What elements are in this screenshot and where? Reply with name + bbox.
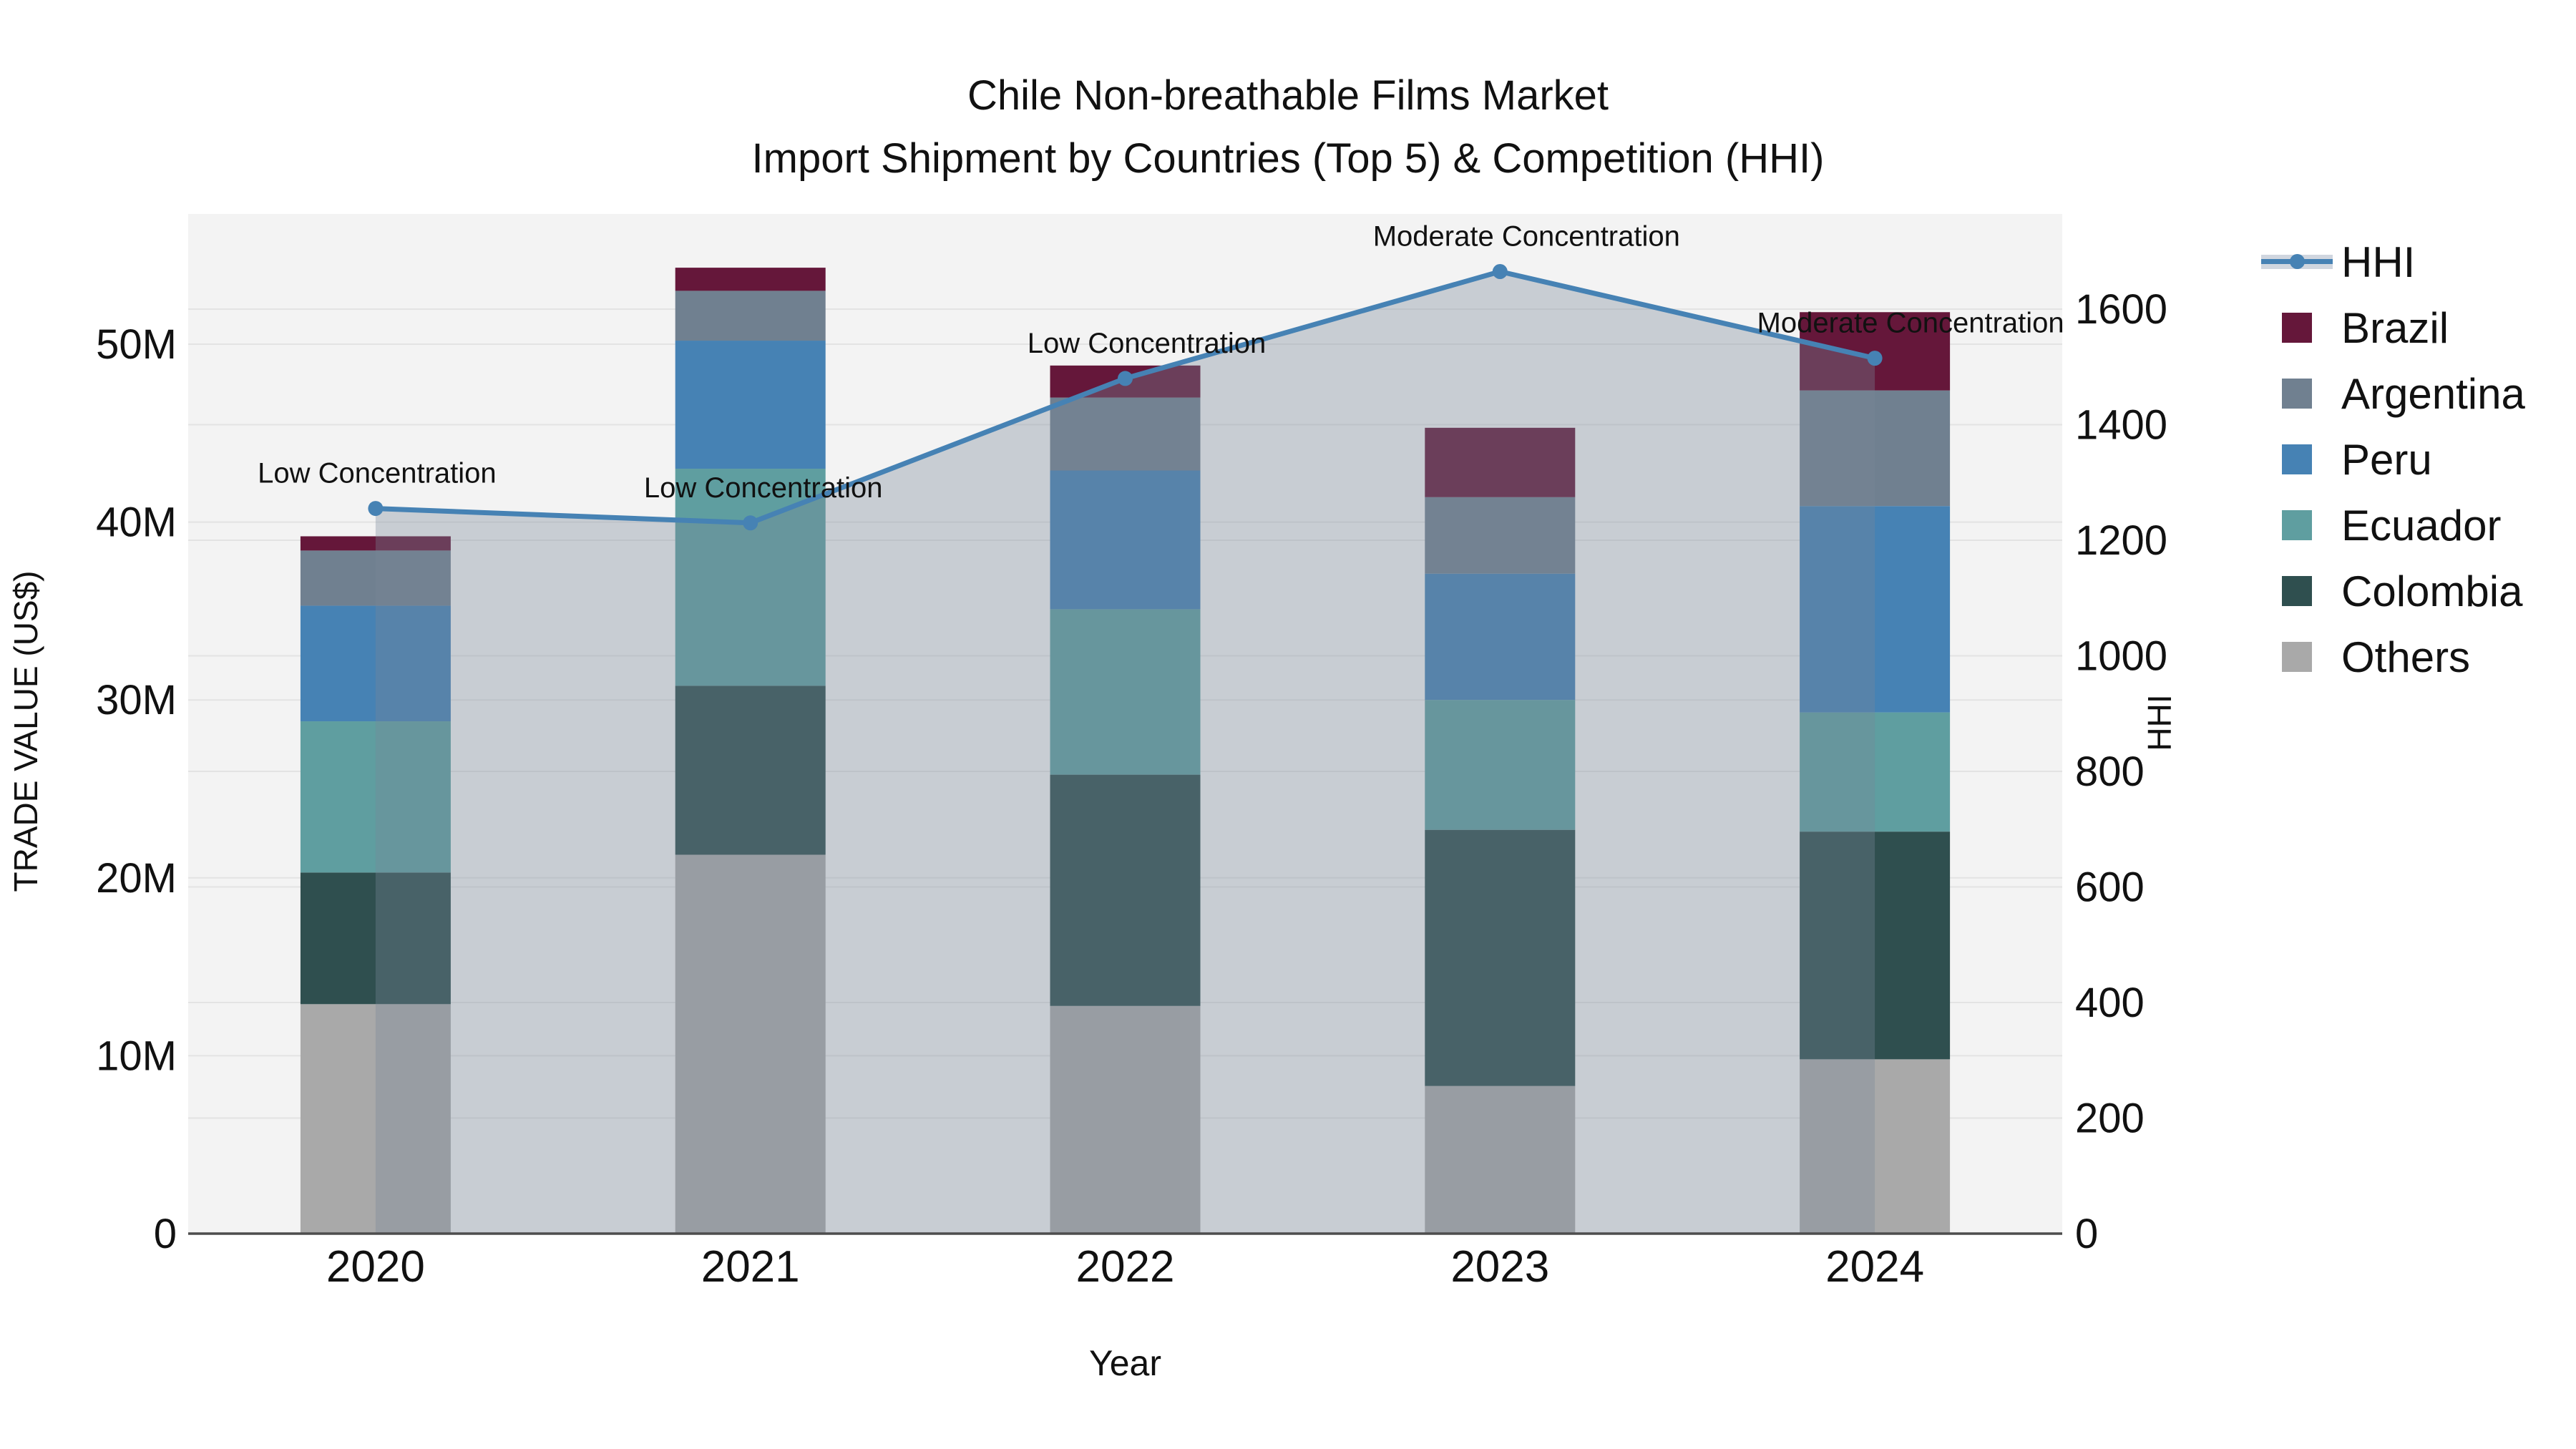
legend-item-hhi[interactable]: HHI [2261, 229, 2525, 295]
y-right-axis-title: HHI [2141, 694, 2178, 751]
bar-segment-ecuador-2020 [300, 721, 451, 873]
bar-segment-brazil-2020 [300, 536, 451, 551]
x-tick-2024: 2024 [1825, 1242, 1924, 1292]
hhi-area-fill [375, 271, 1875, 1234]
legend-label-hhi: HHI [2341, 238, 2416, 286]
annotation-2020: Low Concentration [258, 458, 497, 489]
bar-segment-ecuador-2024 [1800, 712, 1951, 832]
y-left-tick-0: 0 [154, 1211, 177, 1257]
y-left-tick-40M: 40M [96, 499, 177, 546]
peru-color-swatch [2282, 444, 2312, 474]
annotation-2021: Low Concentration [644, 472, 883, 504]
bar-segment-colombia-2023 [1425, 829, 1576, 1086]
hhi-marker-2024 [1867, 351, 1883, 366]
bar-segment-argentina-2023 [1425, 497, 1576, 574]
colombia-swatch-wrap [2261, 576, 2333, 606]
legend-item-argentina[interactable]: Argentina [2261, 361, 2525, 426]
y-left-tick-10M: 10M [96, 1033, 177, 1079]
bar-segment-others-2022 [1050, 1005, 1201, 1234]
bar-segment-argentina-2020 [300, 550, 451, 606]
legend-item-colombia[interactable]: Colombia [2261, 558, 2525, 624]
bar-segment-peru-2023 [1425, 573, 1576, 701]
bar-segment-argentina-2022 [1050, 397, 1201, 471]
bar-segment-peru-2022 [1050, 470, 1201, 610]
legend: HHI Brazil Argentina Peru Ecuador Colombia Oth… [2261, 229, 2525, 690]
y-right-tick-1200: 1200 [2075, 517, 2167, 564]
hhi-marker-swatch [2290, 254, 2305, 269]
y-left-tick-50M: 50M [96, 321, 177, 368]
bar-segment-argentina-2021 [675, 291, 826, 341]
legend-item-peru[interactable]: Peru [2261, 426, 2525, 492]
legend-label-argentina: Argentina [2341, 369, 2525, 418]
ecuador-color-swatch [2282, 510, 2312, 540]
bar-segment-peru-2020 [300, 605, 451, 722]
annotation-2023: Moderate Concentration [1373, 221, 1680, 253]
argentina-color-swatch [2282, 379, 2312, 409]
bar-segment-brazil-2021 [675, 268, 826, 291]
bar-segment-colombia-2022 [1050, 774, 1201, 1006]
bar-segment-colombia-2020 [300, 872, 451, 1005]
y-right-tick-1000: 1000 [2075, 633, 2167, 680]
legend-item-ecuador[interactable]: Ecuador [2261, 492, 2525, 558]
y-right-tick-200: 200 [2075, 1096, 2145, 1142]
legend-label-others: Others [2341, 633, 2471, 681]
legend-label-peru: Peru [2341, 435, 2432, 484]
legend-label-brazil: Brazil [2341, 303, 2449, 352]
others-color-swatch [2282, 642, 2312, 672]
legend-label-ecuador: Ecuador [2341, 501, 2502, 550]
brazil-color-swatch [2282, 313, 2312, 343]
argentina-swatch-wrap [2261, 379, 2333, 409]
hhi-area-swatch [2261, 254, 2333, 269]
hhi-marker-2023 [1492, 264, 1508, 280]
y-right-tick-1400: 1400 [2075, 402, 2167, 449]
bar-segment-others-2020 [300, 1004, 451, 1234]
peru-swatch-wrap [2261, 444, 2333, 474]
ecuador-swatch-wrap [2261, 510, 2333, 540]
x-tick-2023: 2023 [1450, 1242, 1549, 1292]
bar-segment-others-2023 [1425, 1085, 1576, 1234]
bar-segment-peru-2021 [675, 341, 826, 469]
bar-segment-colombia-2021 [675, 686, 826, 855]
y-left-tick-30M: 30M [96, 677, 177, 723]
x-tick-2020: 2020 [326, 1242, 425, 1292]
hhi-line-legend-icon [2261, 254, 2333, 269]
y-right-tick-0: 0 [2075, 1211, 2098, 1257]
bar-segment-others-2024 [1800, 1059, 1951, 1234]
brazil-swatch-wrap [2261, 313, 2333, 343]
x-axis-title: Year [1089, 1343, 1161, 1383]
hhi-marker-2020 [368, 501, 384, 517]
y-right-tick-800: 800 [2075, 748, 2145, 795]
bar-segment-peru-2024 [1800, 506, 1951, 713]
colombia-color-swatch [2282, 576, 2312, 606]
hhi-marker-2021 [743, 515, 758, 531]
legend-label-colombia: Colombia [2341, 567, 2523, 615]
bar-segment-ecuador-2022 [1050, 609, 1201, 775]
y-right-tick-400: 400 [2075, 980, 2145, 1026]
x-tick-2022: 2022 [1076, 1242, 1175, 1292]
y-right-tick-600: 600 [2075, 864, 2145, 911]
others-swatch-wrap [2261, 642, 2333, 672]
y-left-axis-title: TRADE VALUE (US$) [7, 570, 44, 892]
hhi-marker-2022 [1118, 371, 1133, 386]
annotation-2024: Moderate Concentration [1757, 308, 2064, 339]
bar-segment-argentina-2024 [1800, 390, 1951, 507]
x-tick-2021: 2021 [701, 1242, 800, 1292]
legend-item-others[interactable]: Others [2261, 624, 2525, 690]
bar-segment-others-2021 [675, 854, 826, 1234]
annotation-2022: Low Concentration [1028, 328, 1267, 359]
bar-segment-colombia-2024 [1800, 831, 1951, 1060]
bar-segment-ecuador-2023 [1425, 700, 1576, 830]
legend-item-brazil[interactable]: Brazil [2261, 295, 2525, 361]
y-left-tick-20M: 20M [96, 855, 177, 902]
chart-title: Chile Non-breathable Films Market [967, 72, 1609, 119]
bar-segment-brazil-2023 [1425, 427, 1576, 497]
y-right-tick-1600: 1600 [2075, 286, 2167, 333]
chart-subtitle: Import Shipment by Countries (Top 5) & C… [751, 135, 1825, 182]
